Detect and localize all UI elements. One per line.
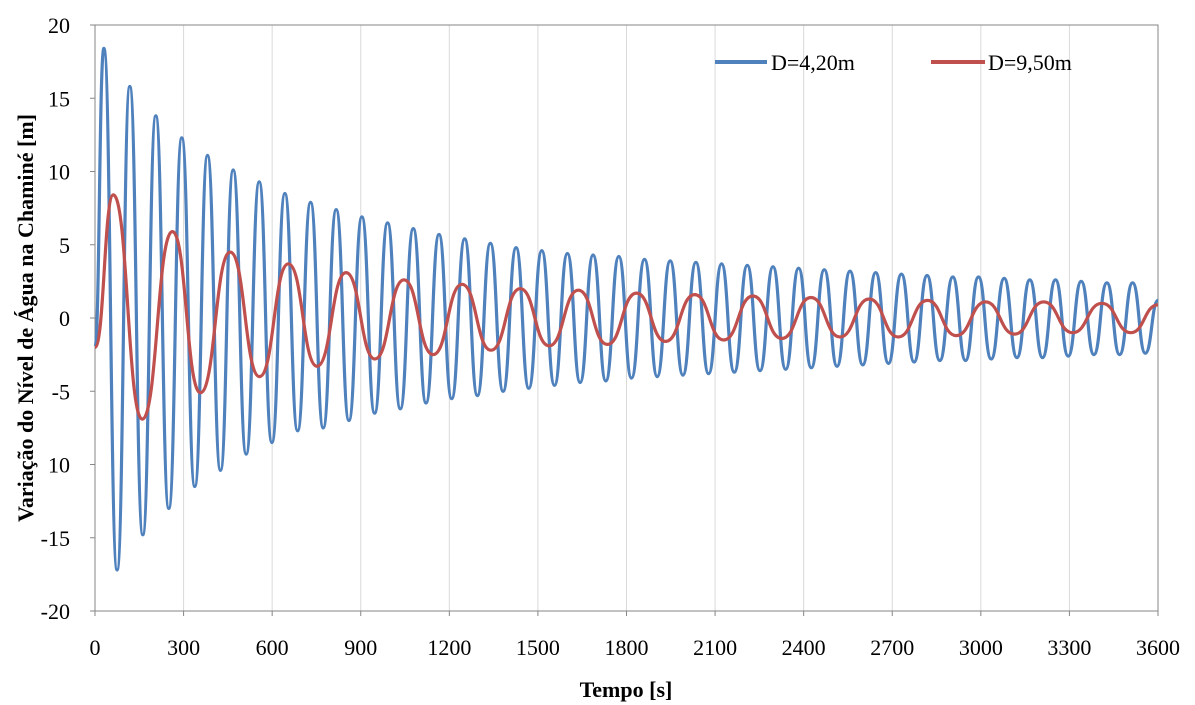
- x-tick-label: 2100: [693, 635, 737, 660]
- x-tick-label: 3300: [1047, 635, 1091, 660]
- x-tick-label: 2400: [782, 635, 826, 660]
- x-tick-label: 600: [256, 635, 289, 660]
- y-tick-label: -5: [52, 379, 70, 404]
- x-axis-title: Tempo [s]: [580, 677, 673, 702]
- y-tick-label: -20: [41, 599, 70, 624]
- x-tick-label: 1800: [605, 635, 649, 660]
- x-tick-label: 300: [167, 635, 200, 660]
- series-line-0: [93, 46, 1160, 572]
- legend-label-d950: D=9,50m: [988, 50, 1072, 75]
- y-axis-ticks: 20 15 10 5 0 -5 10 -15 -20: [41, 13, 95, 624]
- series-line-1: [93, 193, 1159, 421]
- y-tick-label: 0: [59, 306, 70, 331]
- y-tick-label: 15: [48, 86, 70, 111]
- y-tick-label: 5: [59, 233, 70, 258]
- x-axis-ticks: 0 300 600 900 1200 1500 1800 2100 2400 2700 3000 33…: [90, 611, 1180, 660]
- legend: D=4,20m D=9,50m: [715, 50, 1072, 75]
- x-tick-label: 0: [90, 635, 101, 660]
- y-tick-label: 10: [48, 160, 70, 185]
- x-tick-label: 900: [344, 635, 377, 660]
- legend-label-d420: D=4,20m: [771, 50, 855, 75]
- x-tick-label: 3600: [1136, 635, 1180, 660]
- y-axis-title: Variação do Nível de Água na Chaminé [m]: [13, 114, 38, 522]
- x-tick-label: 1500: [516, 635, 560, 660]
- x-tick-label: 1200: [427, 635, 471, 660]
- y-tick-label: 10: [48, 453, 70, 478]
- series-layer: [93, 46, 1160, 572]
- x-tick-label: 3000: [959, 635, 1003, 660]
- y-tick-label: -15: [41, 526, 70, 551]
- y-tick-label: 20: [48, 13, 70, 38]
- x-tick-label: 2700: [870, 635, 914, 660]
